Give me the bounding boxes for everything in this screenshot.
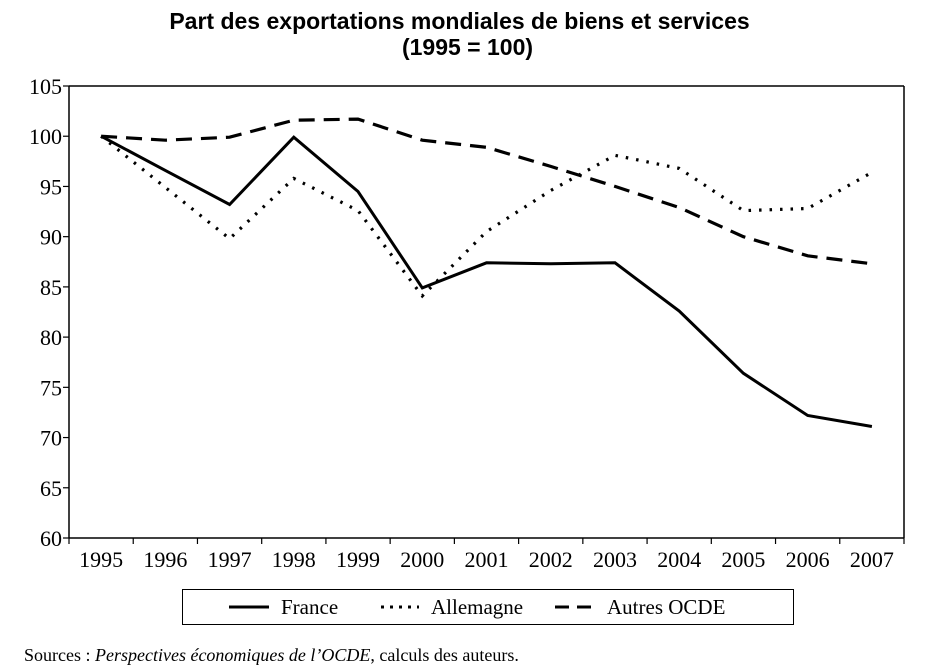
x-tick-label: 2007	[850, 547, 894, 572]
legend-swatch-dotted	[381, 605, 419, 609]
x-tick-label: 2006	[786, 547, 830, 572]
x-tick-label: 2003	[593, 547, 637, 572]
series-line-autres-ocde	[101, 117, 873, 266]
legend-label: Autres OCDE	[607, 594, 726, 619]
source-prefix: Sources :	[24, 645, 95, 665]
source-title: Perspectives économiques de l’OCDE	[95, 645, 371, 665]
legend-item-autres-ocde: Autres OCDE	[555, 590, 725, 624]
series-group	[100, 117, 873, 428]
x-tick-label: 1999	[336, 547, 380, 572]
y-tick-label: 60	[40, 526, 62, 551]
x-tick-label: 1996	[143, 547, 187, 572]
x-tick-label: 2005	[721, 547, 765, 572]
y-tick-label: 75	[40, 375, 62, 400]
y-tick-label: 70	[40, 426, 62, 451]
y-tick-label: 95	[40, 174, 62, 199]
x-tick-label: 1995	[79, 547, 123, 572]
x-tick-label: 2001	[465, 547, 509, 572]
legend-swatch-dashed	[555, 605, 595, 609]
series-line-france	[100, 134, 873, 428]
y-axis: 60 65 70 75 80 85 90 95 100 105	[29, 74, 69, 551]
chart-subtitle: (1995 = 100)	[401, 34, 534, 60]
legend-item-france: France	[229, 590, 338, 624]
x-tick-label: 2002	[529, 547, 573, 572]
x-tick-label: 1998	[272, 547, 316, 572]
legend-item-allemagne: Allemagne	[379, 590, 523, 624]
y-tick-label: 100	[29, 124, 62, 149]
x-tick-label: 1997	[208, 547, 252, 572]
x-axis: 1995 1996 1997 1998 1999 2000 2001 2002 2003 2004…	[68, 538, 905, 572]
series-line-allemagne	[100, 134, 873, 299]
legend-label: Allemagne	[431, 594, 524, 619]
y-tick-label: 85	[40, 275, 62, 300]
source-note: Sources : Perspectives économiques de l’…	[24, 645, 519, 666]
y-tick-label: 80	[40, 325, 62, 350]
y-tick-label: 90	[40, 225, 62, 250]
axes	[68, 85, 905, 539]
legend-swatch-solid	[229, 605, 269, 609]
legend-label: France	[281, 594, 339, 619]
source-suffix: , calculs des auteurs.	[370, 645, 519, 665]
x-tick-label: 2004	[657, 547, 701, 572]
y-tick-label: 65	[40, 476, 62, 501]
chart-title: Part des exportations mondiales de biens…	[169, 8, 750, 34]
legend: France Allemagne Autres OCDE	[182, 589, 794, 625]
y-tick-label: 105	[29, 74, 62, 99]
x-tick-label: 2000	[400, 547, 444, 572]
